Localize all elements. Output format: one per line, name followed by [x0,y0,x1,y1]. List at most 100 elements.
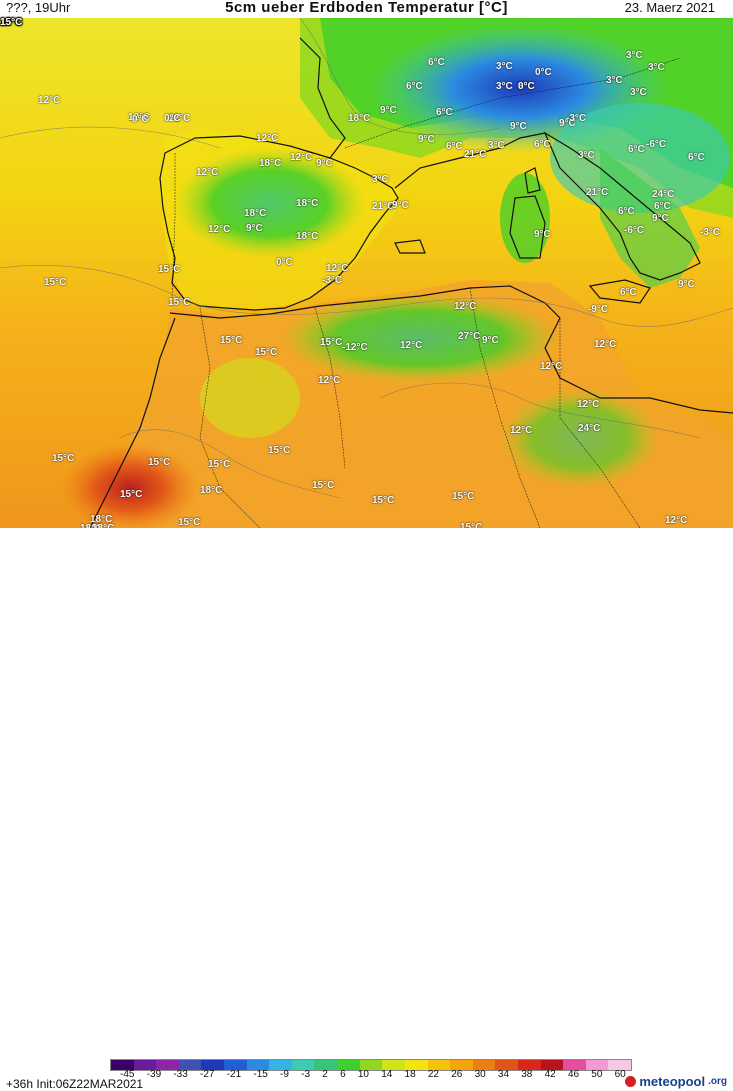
temperature-label: 9°C [380,105,397,116]
temperature-label: 15°C [0,17,23,28]
temperature-label: 3°C [496,61,513,72]
temperature-label: 12°C [510,425,533,436]
temperature-label: 3°C [648,62,665,73]
colorbar-tick-label: 6 [340,1069,346,1080]
colorbar-tick-label: -15 [253,1069,268,1080]
temperature-label: 6°C [406,81,423,92]
temperature-label: 3°C [606,75,623,86]
sahara-hot-zone [60,443,200,528]
header-bar: ???, 19Uhr 5cm ueber Erdboden Temperatur… [0,0,733,18]
temperature-label: 15°C [255,347,278,358]
temperature-label: 6°C [620,287,637,298]
temperature-label: 9°C [482,335,499,346]
atlas-cool-zone [280,293,560,383]
temperature-label: 6°C [446,141,463,152]
temperature-label: 0°C [518,81,535,92]
temperature-label: 3°C [496,81,513,92]
temperature-label: 12°C [540,361,563,372]
temperature-label: 15°C [178,517,201,528]
temperature-label: 12°C [196,167,219,178]
temperature-label: -12°C [342,342,368,353]
temperature-label: 12°C [594,339,617,350]
forecast-date: 23. Maerz 2021 [624,0,715,15]
init-time: +36h Init:06Z22MAR2021 [6,1077,144,1091]
temperature-label: 3°C [518,81,535,92]
brand-logo-icon [625,1076,637,1087]
brand-name: meteopool [639,1074,706,1089]
temperature-label: 6°C [628,144,645,155]
temperature-label: 6°C [534,139,551,150]
footer-bar: -45 -39 -33 -27 -21 -15 -9 -3 2 6 10 14 18 22 26 30 34 38… [0,528,733,1091]
temperature-label: 12°C [168,113,191,124]
morocco-cool-zone [200,358,300,438]
temperature-label: 12°C [0,17,23,28]
temperature-label: 24°C [652,189,675,200]
temperature-label: 12°C [38,95,61,106]
temperature-label: 18°C [296,198,319,209]
temperature-label: 9°C [678,279,695,290]
forecast-time: ???, 19Uhr [6,0,71,15]
temperature-label: -3°C [322,275,343,286]
temperature-label: 12°C [318,375,341,386]
temperature-label: 15°C [268,445,291,456]
temperature-label: 15°C [0,17,23,28]
temperature-label: 9°C [559,118,576,129]
temperature-label: 6°C [428,57,445,68]
temperature-label: 15°C [312,480,335,491]
temperature-label: 6°C [436,107,453,118]
colorbar-tick-label: 50 [591,1069,603,1080]
temperature-label: 15°C [52,453,75,464]
temperature-label: -6°C [646,139,667,150]
temperature-label: 9°C [316,158,333,169]
temperature-label: 12°C [400,340,423,351]
libya-green-zone [500,388,660,488]
temperature-label: 12°C [665,515,688,526]
temperature-label: 6°C [688,152,705,163]
temperature-label: 21°C [586,187,609,198]
colorbar-ticks: -45 -39 -33 -27 -21 -15 -9 -3 2 6 10 14 18 22 26 30 34 38… [120,1069,626,1080]
temperature-label: 18°C [348,113,371,124]
temperature-label: 18°C [244,208,267,219]
temperature-label: -9°C [588,304,609,315]
colorbar-tick-label: -27 [200,1069,215,1080]
coastlines [89,37,733,528]
temperature-label: 18°C [200,485,223,496]
temperature-label: 12°C [0,17,23,28]
temperature-label: 15°C [148,457,171,468]
temperature-label: 12°C [290,152,313,163]
temperature-label: 21°C [372,201,395,212]
temperature-label: 9°C [510,121,527,132]
temperature-label: 15°C [0,17,23,28]
temperature-label: 15°C [158,264,181,275]
temperature-label: -3°C [700,227,721,238]
temperature-label: 15°C [0,17,23,28]
temperature-label: 15°C [168,297,191,308]
temperature-label: 21°C [464,149,487,160]
colorbar-tick-label: -9 [280,1069,289,1080]
temperature-label: 12°C [256,133,279,144]
temperature-label: 18°C [259,158,282,169]
colorbar-tick-label: 34 [497,1069,510,1080]
temperature-label: 3°C [578,150,595,161]
colorbar-tick-label: 42 [544,1069,556,1080]
colorbar-tick-label: 30 [474,1069,486,1080]
temperature-label: -3°C [566,113,587,124]
temperature-label: 18°C [90,514,113,525]
temperature-label: 0°C [535,67,552,78]
temperature-label: 18°C [296,231,319,242]
map-title: 5cm ueber Erdboden Temperatur [°C] [225,0,508,16]
colorbar-tick-label: -39 [146,1069,162,1080]
temperature-label: 3°C [372,174,389,185]
italy-zone [600,148,700,288]
temperature-label: 15°C [220,335,243,346]
temperature-map [0,18,733,528]
temperature-label: 3°C [626,50,643,61]
temperature-label: 15°C [372,495,395,506]
temperature-label: 12°C [0,17,23,28]
temperature-label: 12°C [454,301,477,312]
temperature-label: 9°C [246,223,263,234]
temperature-label: 15°C [452,491,475,502]
country-borders [171,57,681,528]
temperature-label: 15°C [0,17,23,28]
colorbar-tick-label: 18 [404,1069,416,1080]
